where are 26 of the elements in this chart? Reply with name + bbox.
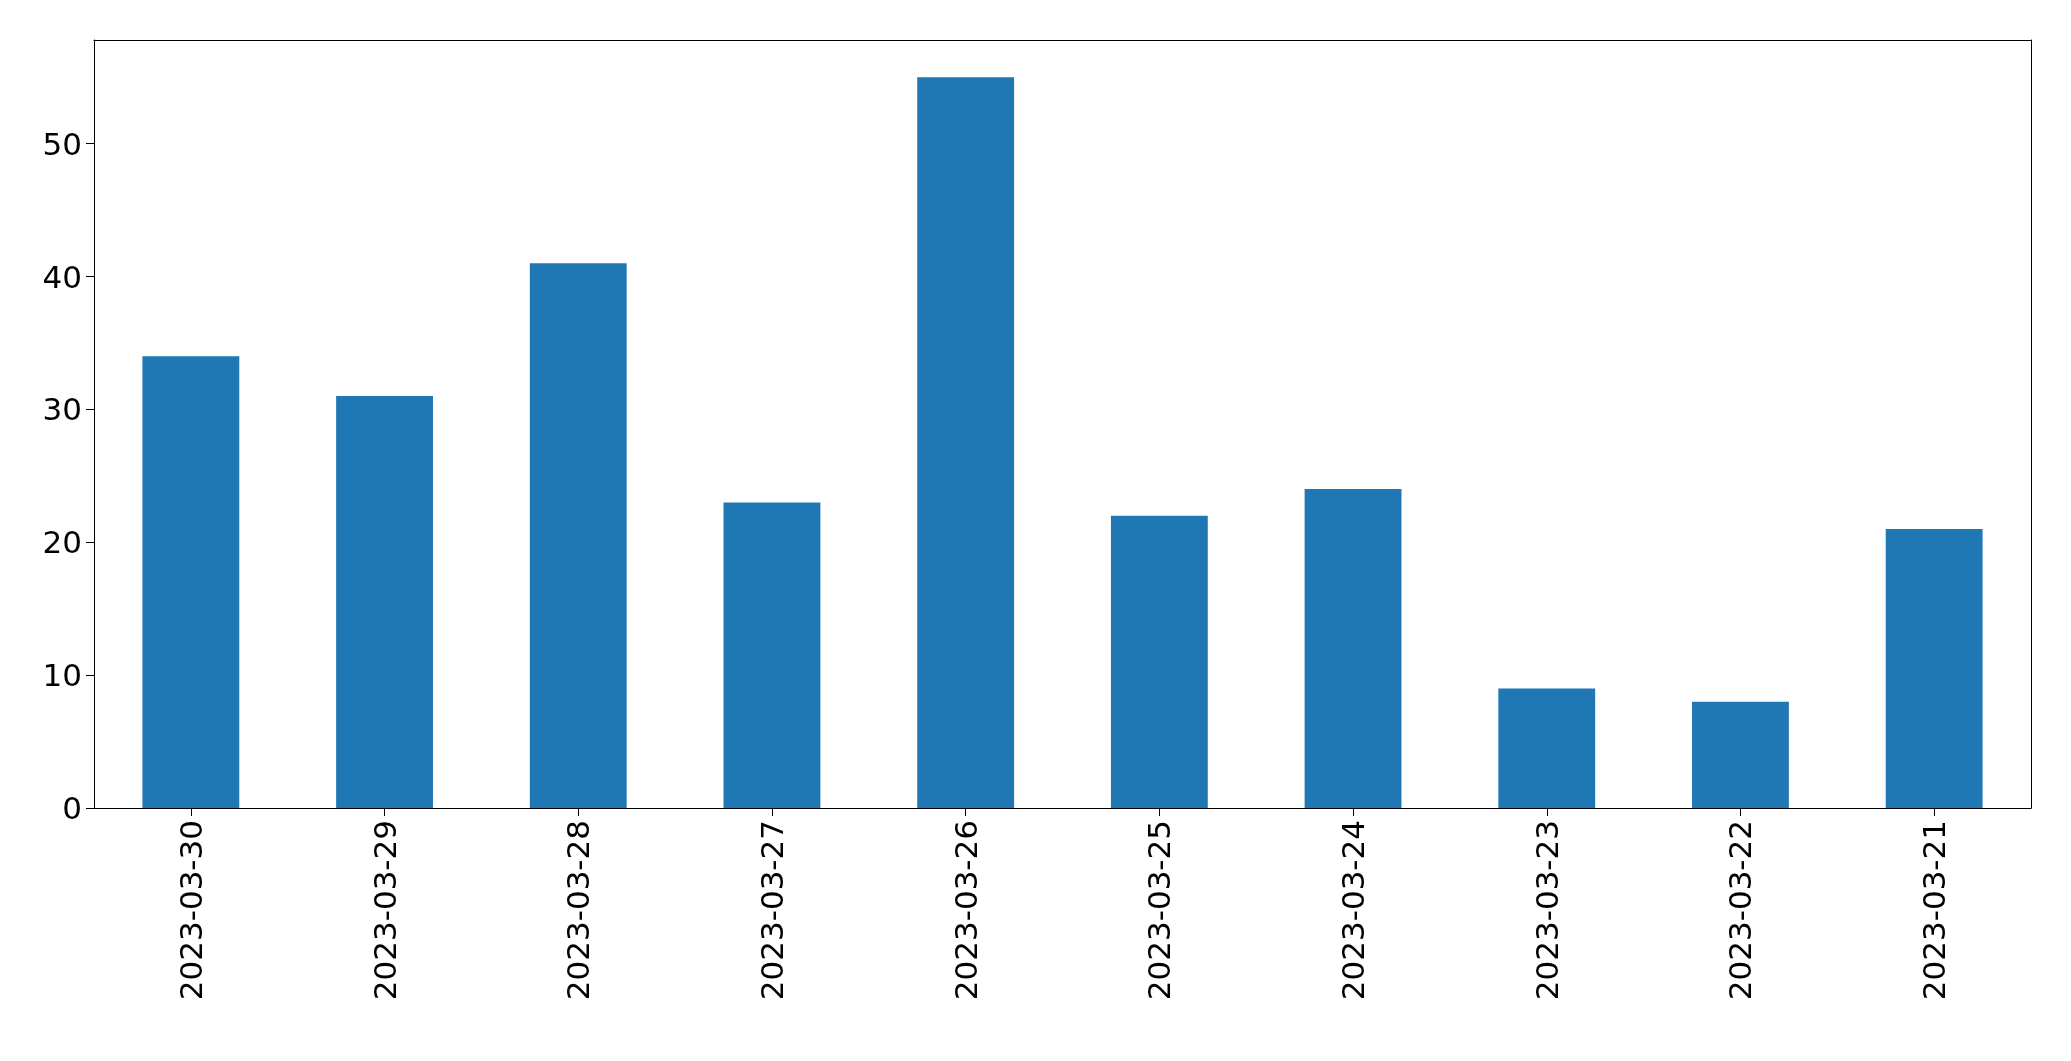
y-tick-label: 10 xyxy=(42,657,82,694)
x-tick-label: 2023-03-22 xyxy=(1722,820,1759,1001)
x-tick-label: 2023-03-28 xyxy=(560,820,597,1001)
bar xyxy=(1885,528,1983,808)
x-tick-label: 2023-03-30 xyxy=(172,820,209,1001)
x-tick-label: 2023-03-23 xyxy=(1528,820,1565,1001)
x-tick-label: 2023-03-27 xyxy=(753,820,790,1001)
bar xyxy=(1498,688,1596,808)
y-tick-label: 40 xyxy=(42,258,82,295)
bar xyxy=(917,77,1015,808)
bar xyxy=(723,502,821,808)
bar xyxy=(1110,515,1208,808)
x-tick-label: 2023-03-26 xyxy=(947,820,984,1001)
y-tick-label: 50 xyxy=(42,125,82,162)
y-tick-label: 30 xyxy=(42,391,82,428)
x-tick-label: 2023-03-29 xyxy=(366,820,403,1001)
y-tick-label: 0 xyxy=(62,790,82,826)
bar xyxy=(142,356,240,808)
bar xyxy=(1692,701,1789,808)
x-tick-label: 2023-03-25 xyxy=(1141,820,1178,1001)
bar xyxy=(529,263,627,808)
bar xyxy=(1304,489,1402,808)
bar xyxy=(336,396,433,808)
x-tick-label: 2023-03-24 xyxy=(1335,820,1372,1001)
y-tick-label: 20 xyxy=(42,524,82,561)
x-tick-label: 2023-03-21 xyxy=(1916,820,1953,1001)
